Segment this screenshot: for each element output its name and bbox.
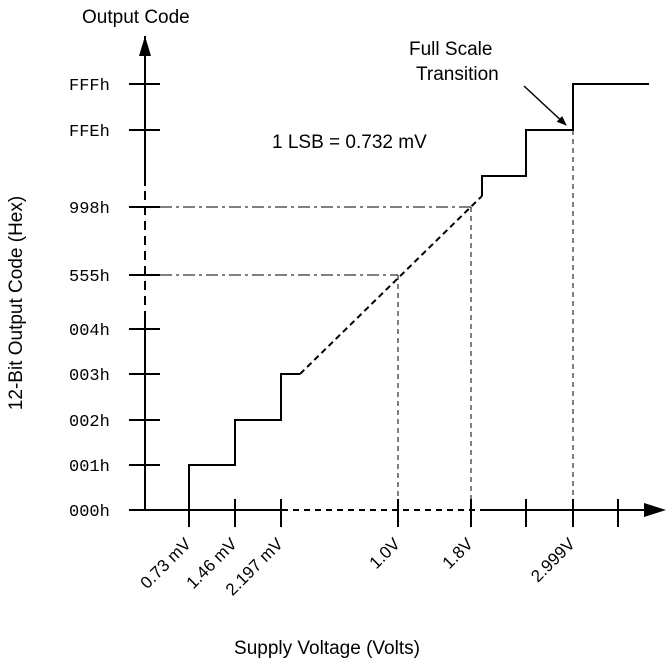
y-tick-label-002h: 002h: [69, 413, 110, 432]
y-tick-label-001h: 001h: [69, 458, 110, 477]
x-tick-labels: 0.73 mV 1.46 mV 2.197 mV 1.0V 1.8V 2.999…: [137, 534, 580, 599]
y-axis: [139, 36, 151, 510]
lsb-annotation: 1 LSB = 0.732 mV: [272, 132, 427, 153]
transfer-staircase-lower: [188, 373, 300, 510]
y-tick-label-000h: 000h: [69, 503, 110, 522]
y-tick-label-fffh: FFFh: [69, 77, 110, 96]
vertical-guide-lines: [397, 130, 574, 510]
y-axis-title: 12-Bit Output Code (Hex): [6, 196, 27, 410]
y-tick-label-555h: 555h: [69, 268, 110, 287]
transfer-staircase-upper: [481, 83, 649, 196]
full-scale-callout-line1: Full Scale: [409, 39, 492, 60]
y-tick-label-004h: 004h: [69, 322, 110, 341]
x-tick-label-2-999v: 2.999V: [527, 534, 579, 586]
callout-arrow: [523, 85, 567, 126]
x-axis: [145, 503, 666, 517]
y-axis-top-label: Output Code: [82, 7, 190, 28]
x-tick-label-1-8v: 1.8V: [439, 534, 478, 573]
full-scale-callout-line2: Transition: [416, 64, 499, 85]
x-axis-title: Supply Voltage (Volts): [234, 638, 420, 659]
transfer-dashed-middle: [299, 195, 483, 375]
y-tick-label-003h: 003h: [69, 367, 110, 386]
x-ticks: [188, 499, 619, 527]
y-tick-labels: 000h 001h 002h 003h 004h 555h 998h FFEh …: [69, 77, 110, 522]
y-ticks: [129, 83, 160, 511]
x-tick-label-1-0v: 1.0V: [366, 534, 405, 573]
y-tick-label-998h: 998h: [69, 200, 110, 219]
y-tick-label-ffeh: FFEh: [69, 123, 110, 142]
horizontal-guide-lines: [160, 206, 471, 276]
